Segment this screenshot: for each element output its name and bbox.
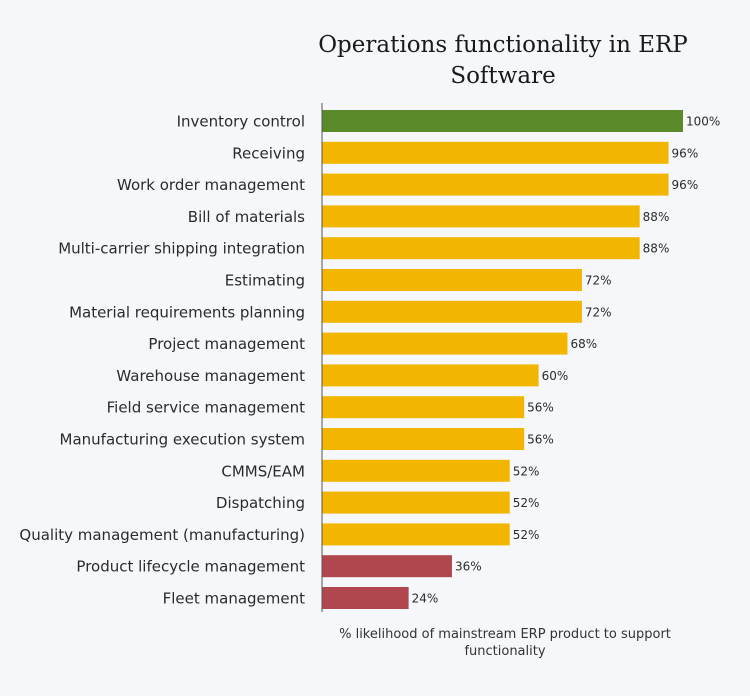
- value-label: 88%: [643, 210, 670, 224]
- bar: [322, 587, 409, 609]
- y-tick-label: Fleet management: [163, 590, 306, 608]
- value-label: 96%: [672, 146, 699, 160]
- bar: [322, 300, 582, 323]
- value-label: 52%: [513, 528, 540, 542]
- value-label: 24%: [412, 592, 439, 606]
- y-tick-label: Project management: [148, 335, 305, 353]
- bar: [322, 555, 452, 578]
- value-label: 72%: [585, 305, 612, 319]
- y-tick-label: Work order management: [117, 176, 305, 194]
- value-label: 56%: [527, 433, 554, 447]
- y-tick-label: CMMS/EAM: [221, 462, 305, 480]
- y-tick-label: Inventory control: [177, 113, 305, 131]
- value-label: 68%: [570, 337, 597, 351]
- bar: [322, 396, 525, 419]
- y-tick-label: Dispatching: [216, 494, 305, 512]
- bar: [322, 141, 669, 164]
- bar: [322, 173, 669, 196]
- y-tick-label: Field service management: [107, 399, 305, 417]
- y-tick-label: Warehouse management: [116, 367, 305, 385]
- bar: [322, 205, 640, 228]
- y-tick-label: Receiving: [232, 144, 305, 162]
- y-tick-label: Product lifecycle management: [76, 558, 305, 576]
- value-label: 72%: [585, 274, 612, 288]
- bar: [322, 364, 539, 387]
- value-label: 52%: [513, 496, 540, 510]
- y-tick-label: Bill of materials: [188, 208, 305, 226]
- y-tick-label: Material requirements planning: [69, 303, 305, 321]
- bar: [322, 523, 510, 546]
- y-tick-label: Manufacturing execution system: [60, 431, 305, 449]
- y-tick-label: Quality management (manufacturing): [19, 526, 305, 544]
- chart-title: Operations functionality in ERP Software: [318, 32, 688, 89]
- value-label: 60%: [542, 369, 569, 383]
- bar: [322, 269, 582, 291]
- bar: [322, 332, 568, 355]
- bar: [322, 110, 683, 132]
- y-tick-label: Multi-carrier shipping integration: [58, 240, 305, 258]
- bar: [322, 459, 510, 482]
- value-label: 100%: [686, 115, 720, 129]
- x-axis-label: % likelihood of mainstream ERP product t…: [339, 627, 671, 659]
- value-label: 56%: [527, 401, 554, 415]
- bar: [322, 491, 510, 514]
- bar: [322, 428, 525, 450]
- y-tick-label: Estimating: [225, 272, 305, 290]
- bar: [322, 237, 640, 260]
- value-label: 52%: [513, 464, 540, 478]
- value-label: 88%: [643, 242, 670, 256]
- value-label: 36%: [455, 560, 482, 574]
- value-label: 96%: [672, 178, 699, 192]
